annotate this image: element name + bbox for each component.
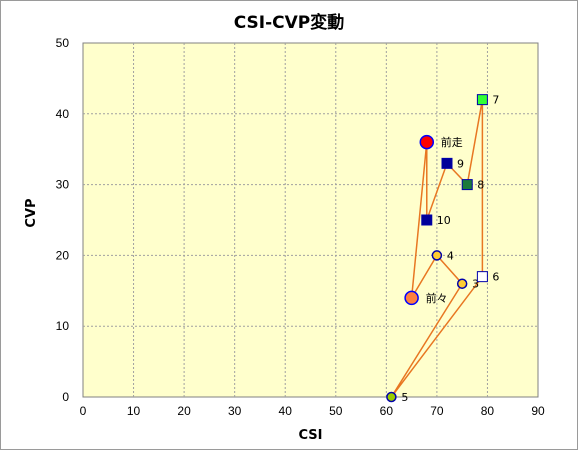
- y-tick-label: 10: [56, 319, 70, 333]
- x-tick-label: 70: [430, 404, 444, 418]
- plot-area: [82, 42, 539, 398]
- point-label: 3: [472, 278, 479, 291]
- point-label: 8: [477, 179, 484, 192]
- x-tick-label: 40: [279, 404, 293, 418]
- point-marker: [476, 271, 488, 283]
- x-axis-label: CSI: [298, 428, 323, 443]
- point-marker: [476, 94, 488, 106]
- point-label: 4: [447, 249, 454, 262]
- chart-title: CSI-CVP変動: [233, 13, 345, 33]
- point-marker: [431, 250, 443, 261]
- point-marker: [421, 214, 433, 226]
- x-tick-label: 0: [80, 404, 87, 418]
- point-label: 前走: [441, 135, 463, 149]
- point-label: 10: [437, 214, 451, 227]
- x-tick-label: 10: [127, 404, 141, 418]
- point-marker: [456, 278, 468, 289]
- y-tick-label: 50: [56, 36, 70, 50]
- x-tick-label: 90: [531, 404, 545, 418]
- x-tick-label: 60: [380, 404, 394, 418]
- point-label: 前々: [426, 291, 448, 305]
- point-label: 9: [457, 157, 464, 170]
- point-label: 7: [492, 94, 499, 107]
- y-tick-label: 30: [56, 178, 70, 192]
- y-tick-label: 0: [62, 390, 69, 404]
- x-tick-label: 20: [177, 404, 191, 418]
- point-label: 5: [401, 391, 408, 404]
- x-tick-label: 80: [481, 404, 495, 418]
- point-marker: [404, 290, 419, 306]
- point-marker: [461, 179, 473, 191]
- point-marker: [419, 134, 435, 150]
- point-marker: [386, 391, 397, 403]
- y-tick-label: 40: [56, 107, 70, 121]
- point-marker: [441, 157, 453, 169]
- x-tick-label: 50: [329, 404, 343, 418]
- point-label: 6: [492, 271, 499, 284]
- y-tick-label: 20: [56, 248, 70, 262]
- x-tick-label: 30: [228, 404, 242, 418]
